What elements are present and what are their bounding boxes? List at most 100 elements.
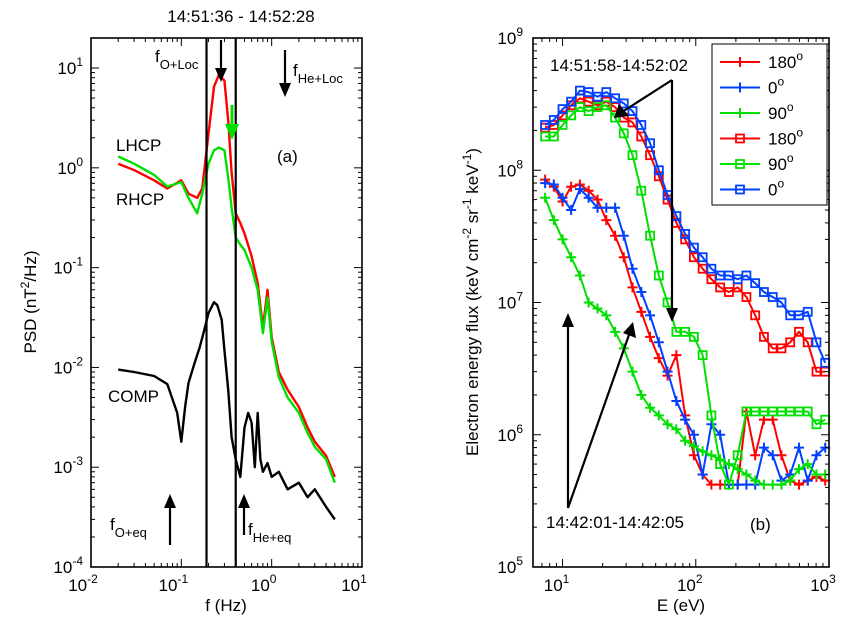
green-peak-arrow xyxy=(225,105,239,140)
flux-point xyxy=(680,229,691,239)
f-o-eq-arrow xyxy=(164,494,176,545)
legend-label: 180o xyxy=(768,126,803,149)
x-tick-label: 101 xyxy=(341,572,367,595)
y-tick-label: 10-3 xyxy=(53,454,83,477)
legend-label: 0o xyxy=(768,177,784,200)
time-early-arrow-right xyxy=(566,322,636,509)
flux-point xyxy=(697,252,708,263)
x-tick-label: 102 xyxy=(677,572,703,595)
flux-point xyxy=(583,297,594,308)
flux-point xyxy=(811,450,822,461)
flux-point xyxy=(688,242,699,253)
flux-point xyxy=(793,464,804,475)
flux-point xyxy=(653,410,664,421)
flux-line xyxy=(544,89,827,364)
flux-point xyxy=(767,479,778,490)
legend-entry: 0o xyxy=(720,177,784,200)
flux-point xyxy=(793,442,804,453)
flux-point xyxy=(680,326,691,337)
y-tick-label: 109 xyxy=(497,25,523,48)
flux-point xyxy=(741,479,752,490)
flux-point xyxy=(592,202,603,213)
legend-entry: 180o xyxy=(720,126,803,149)
flux-point xyxy=(732,479,743,490)
time-late-bg xyxy=(548,52,711,76)
flux-point xyxy=(645,331,656,342)
flux-point xyxy=(645,138,655,149)
flux-point xyxy=(610,93,621,104)
flux-point xyxy=(627,150,638,161)
flux-point xyxy=(557,234,568,245)
flux-point xyxy=(601,202,612,213)
f-o-loc-arrow xyxy=(215,40,227,82)
y-tick-label: 100 xyxy=(57,155,83,178)
flux-point xyxy=(732,450,743,461)
x-tick-label: 100 xyxy=(251,572,277,595)
legend-swatch-marker xyxy=(735,159,745,169)
time-late-arrow-down xyxy=(666,80,678,322)
flux-point xyxy=(767,292,778,302)
flux-point xyxy=(618,98,629,109)
flux-point xyxy=(741,292,752,302)
time-early-arrow-left xyxy=(562,313,574,508)
panel-a-xlabel: f (Hz) xyxy=(205,596,247,615)
flux-point xyxy=(811,469,822,480)
flux-point xyxy=(715,459,726,469)
lhcp-label: LHCP xyxy=(116,136,161,155)
flux-point xyxy=(583,192,594,203)
flux-point xyxy=(566,252,577,263)
flux-point xyxy=(618,128,629,139)
comp-label: COMP xyxy=(108,387,159,406)
panel-a: 14:51:36 - 14:52:28 10-2 10-1 100 10110-410… xyxy=(18,7,367,615)
legend-swatch-marker xyxy=(735,57,745,67)
flux-point xyxy=(548,179,559,190)
flux-point xyxy=(601,100,612,111)
flux-point xyxy=(671,350,682,361)
flux-point xyxy=(548,115,559,125)
y-tick-label: 108 xyxy=(497,157,523,180)
flux-point xyxy=(618,252,629,263)
flux-point xyxy=(645,230,655,241)
flux-point xyxy=(741,270,752,281)
flux-point xyxy=(785,475,796,486)
flux-point xyxy=(645,310,656,321)
y-tick-label: 105 xyxy=(497,554,523,577)
flux-point xyxy=(653,165,664,176)
flux-point xyxy=(566,205,577,216)
panel-a-ylabel: PSD (nT2/Hz) xyxy=(18,250,40,353)
panel-a-ticks: 10-2 10-1 100 101 10-4 10-3 10-2 10-1 100 101 xyxy=(53,37,367,595)
flux-point xyxy=(706,450,717,461)
flux-point xyxy=(557,120,568,130)
flux-point xyxy=(793,479,804,490)
legend-box xyxy=(711,43,828,206)
flux-point xyxy=(750,450,761,461)
time-early-label: 14:42:01-14:42:05 xyxy=(546,513,684,532)
legend-label: 90o xyxy=(768,151,794,174)
flux-point xyxy=(548,215,559,226)
flux-point xyxy=(627,263,638,274)
flux-point xyxy=(758,479,769,490)
flux-point xyxy=(706,410,717,421)
flux-point xyxy=(741,469,752,480)
legend-entry: 90o xyxy=(720,151,794,174)
flux-point xyxy=(750,310,761,321)
legend-swatch-marker xyxy=(735,82,745,93)
flux-point xyxy=(618,230,629,241)
flux-point xyxy=(759,331,769,342)
flux-point xyxy=(671,424,682,435)
flux-point xyxy=(627,106,638,117)
flux-point xyxy=(706,479,717,490)
legend-label: 180o xyxy=(768,49,803,72)
x-tick-label: 10-1 xyxy=(159,572,189,595)
y-tick-label: 107 xyxy=(497,290,523,313)
flux-point xyxy=(811,337,822,348)
panel-b-ylabel: Electron energy flux (keV cm-2 sr-1 keV-… xyxy=(460,148,482,456)
time-early-bg xyxy=(548,510,720,534)
panel-a-label: (a) xyxy=(277,147,298,166)
rhcp-label: RHCP xyxy=(116,190,164,209)
x-tick-label: 103 xyxy=(810,572,836,595)
panel-b-xlabel: E (eV) xyxy=(657,596,705,615)
flux-point xyxy=(802,475,813,486)
